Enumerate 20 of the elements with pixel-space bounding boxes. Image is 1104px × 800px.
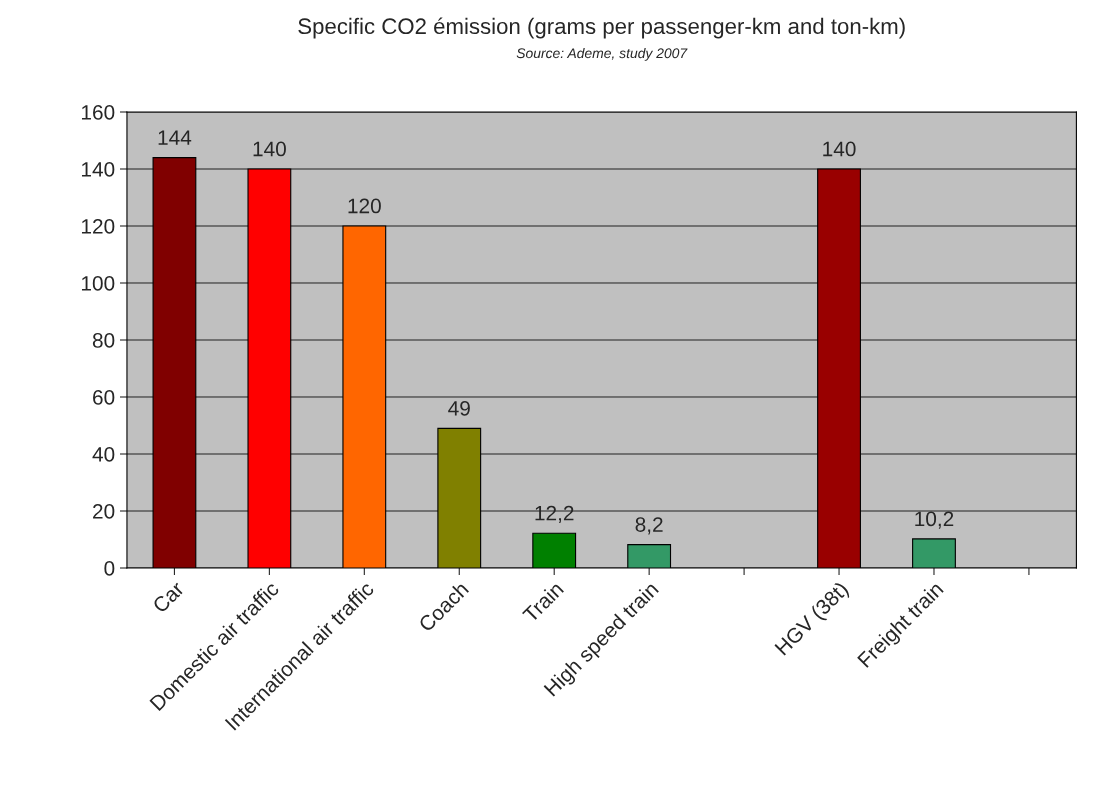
- y-tick-label: 60: [93, 390, 115, 405]
- y-tick-label: 0: [104, 561, 115, 576]
- data-label: 49: [448, 400, 470, 416]
- y-tick-label: 40: [92, 447, 115, 462]
- data-label: 144: [158, 130, 192, 145]
- data-label: 12,2: [535, 505, 574, 524]
- x-tick-label: Car: [151, 580, 186, 614]
- data-label: 140: [823, 141, 856, 157]
- y-tick-label: 20: [93, 504, 115, 519]
- y-tick-label: 80: [92, 333, 115, 348]
- data-label: 120: [348, 198, 381, 214]
- data-label: 8,2: [635, 517, 663, 535]
- data-label: 10,2: [915, 511, 954, 529]
- data-label: 140: [253, 141, 286, 157]
- y-tick-label: 160: [81, 105, 115, 120]
- source-note: Source: Ademe, study 2007: [516, 47, 688, 61]
- y-tick-label: 120: [81, 219, 115, 234]
- y-tick-label: 140: [81, 162, 115, 177]
- chart-title: Specific CO2 émission (grams per passenger-km and ton-km): [298, 17, 905, 39]
- y-tick-label: 100: [81, 276, 115, 291]
